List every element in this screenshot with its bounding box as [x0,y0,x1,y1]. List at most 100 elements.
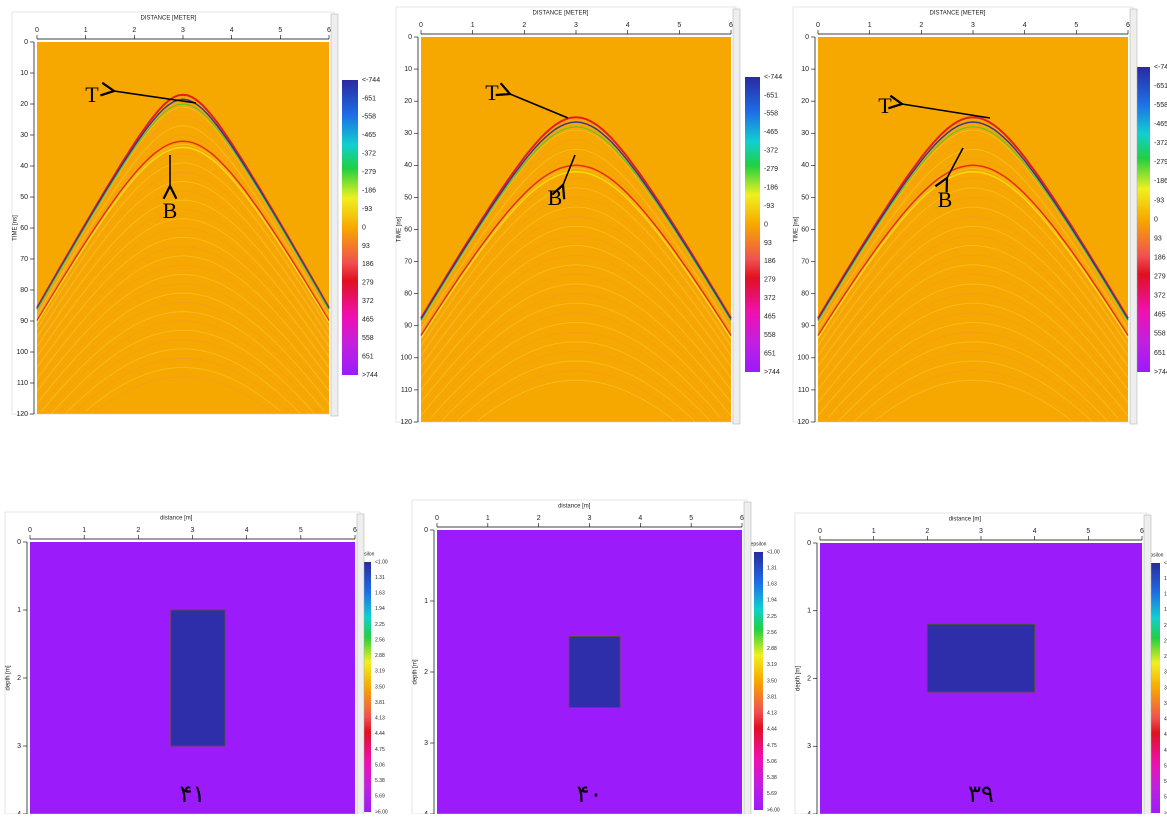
reflection [36,115,330,314]
colorbar-label: <1.00 [375,559,388,565]
y-tick-label: 0 [807,540,811,547]
colorbar-label: <-744 [1154,64,1167,71]
colorbar-label: 465 [764,314,776,321]
x-tick-label: 4 [626,22,630,29]
reflection [420,235,732,373]
reflection [420,273,732,397]
x-tick-label: 5 [1086,528,1090,535]
y-tick-label: 0 [24,39,28,46]
reflection [36,134,330,319]
y-tick-label: 20 [20,101,28,108]
reflection [817,254,1129,384]
colorbar-label: 4.44 [767,727,777,733]
colorbar-label: 558 [362,335,374,342]
radargram [818,37,1128,422]
y-tick-label: 50 [801,194,809,201]
reflection [36,162,330,330]
colorbar-label: 4.13 [1164,717,1167,723]
scrollbar [1143,514,1152,817]
x-tick-label: 4 [638,515,642,522]
y-tick-label: 60 [801,226,809,233]
colorbar-label: 1.63 [767,582,777,588]
reflection [817,171,1129,339]
reflection [420,129,732,323]
reflection [75,357,291,412]
colorbar-label: 2.25 [1164,623,1167,629]
y-tick-label: 20 [801,98,809,105]
colorbar-label: 2.88 [767,646,777,652]
y-tick-label: 20 [404,98,412,105]
scrollbar [743,501,752,817]
reflection [36,125,330,316]
bottom-label: B [163,198,178,223]
x-tick-label: 6 [1126,22,1130,29]
y-tick-label: 40 [801,162,809,169]
reflection [817,235,1129,373]
x-tick-label: 2 [132,27,136,34]
colorbar-label: 4.13 [375,716,385,722]
y-tick-label: 80 [801,291,809,298]
reflection [822,312,1124,417]
y-tick-label: 40 [404,162,412,169]
reflection [85,367,281,412]
colorbar-label: -186 [362,187,376,194]
reflection [420,158,732,334]
y-axis-title: depth [m] [413,659,419,684]
y-tick-label: 120 [797,419,809,426]
x-tick-label: 1 [486,515,490,522]
colorbar-label: 558 [764,332,776,339]
x-tick-label: 0 [816,22,820,29]
colorbar-label: 1.63 [1164,592,1167,598]
colorbar-label: 3.50 [767,678,777,684]
x-tick-label: 0 [818,528,822,535]
colorbar-label: 2.56 [375,637,385,643]
top-label: T [485,80,499,105]
x-axis-title: distance [m] [949,517,982,523]
y-tick-label: 70 [404,258,412,265]
reflection [36,103,330,310]
y-tick-label: 110 [401,387,412,394]
reflection [420,139,732,326]
colorbar-label: 5.06 [767,759,777,765]
x-tick-label: 6 [729,22,733,29]
x-tick-label: 5 [689,515,693,522]
reflection [456,360,696,422]
x-tick-label: 3 [574,22,578,29]
colorbar-label: 465 [1154,312,1166,319]
y-tick-label: 1 [424,598,428,605]
x-tick-label: 0 [419,22,423,29]
colorbar-label: 5.38 [375,778,385,784]
reflection [420,254,732,384]
x-tick-label: 4 [1023,22,1027,29]
x-tick-label: 3 [979,528,983,535]
x-tick-label: 6 [1140,528,1144,535]
colorbar-label: -279 [764,166,778,173]
reflection [420,206,732,356]
x-axis-title: DISTANCE [METER] [930,11,986,17]
reflection [36,208,330,352]
reflection [420,293,732,410]
colorbar-label: 651 [764,350,776,357]
y-tick-label: 30 [20,132,28,139]
colorbar [1151,563,1160,813]
x-axis-title: distance [m] [160,516,193,522]
x-tick-label: 3 [971,22,975,29]
colorbar-title: epsilon [751,541,767,547]
y-axis-title: TIME [ns] [13,215,19,241]
colorbar-label: -186 [1154,178,1167,185]
reflection [420,177,732,342]
scrollbar [732,8,741,425]
y-tick-label: 0 [424,527,428,534]
arrow [114,91,197,104]
y-tick-label: 10 [404,66,412,73]
reflection [817,187,1129,347]
reflection [420,283,732,403]
reflection [420,225,732,367]
colorbar-label: 0 [764,221,768,228]
colorbar-title: epsilon [1148,552,1164,558]
y-tick-label: 30 [801,130,809,137]
x-tick-label: 5 [299,527,303,534]
colorbar-label: -651 [362,95,376,102]
colorbar-label: >744 [1154,369,1167,376]
